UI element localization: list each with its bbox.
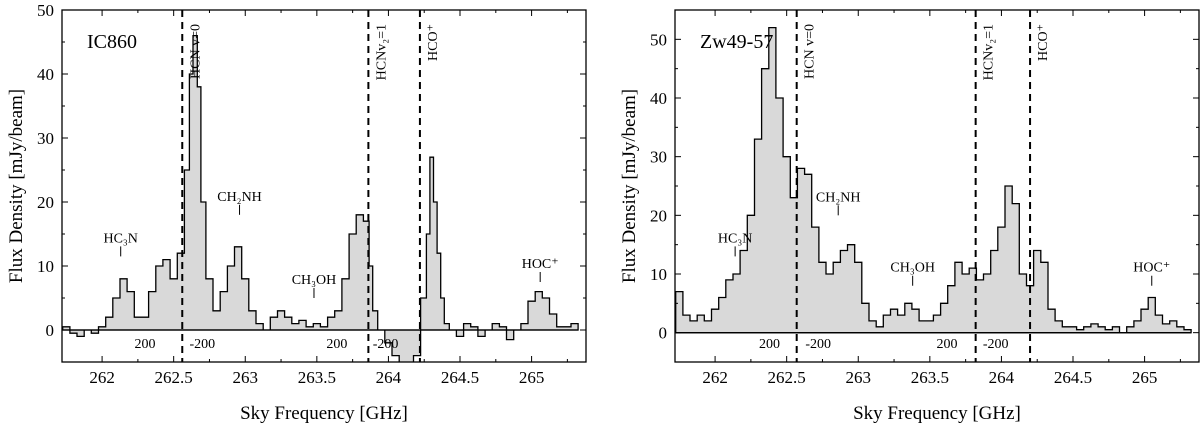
line-label: CH₂NH [217, 190, 262, 205]
velocity-label: -200 [983, 337, 1009, 352]
panel-1: 262 262.5 263 263.5 264 264.5 265 0 10 20 30 40 50 Sk… [619, 9, 1200, 424]
panel-title: Zw49-57 [700, 31, 773, 53]
velocity-label: 200 [135, 337, 156, 352]
y-tick-label: 10 [650, 265, 667, 284]
panel-title: IC860 [87, 31, 137, 53]
line-label: HOC⁺ [522, 257, 559, 272]
x-tick-label: 264 [376, 368, 402, 387]
y-tick-label: 0 [659, 324, 668, 343]
velocity-label: -200 [189, 337, 215, 352]
x-tick-label: 263.5 [911, 368, 949, 387]
spectrum-series [62, 34, 579, 362]
y-tick-label: 50 [37, 1, 54, 20]
y-tick-label: 20 [37, 193, 54, 212]
panel-0: 262 262.5 263 263.5 264 264.5 265 0 10 20 30 40 50 Sk… [6, 1, 587, 424]
x-tick-label: 265 [519, 368, 545, 387]
x-tick-label: 262 [89, 368, 115, 387]
y-tick-label: 0 [46, 321, 55, 340]
vertical-line-label: HCN v=0 [803, 24, 818, 79]
y-axis-label: Flux Density [mJy/beam] [6, 89, 27, 283]
line-label: CH₃OH [292, 273, 337, 288]
y-tick-label: 50 [650, 30, 667, 49]
vertical-line-label: HCN v=0 [188, 24, 203, 79]
vertical-line-label: HCO⁺ [1036, 24, 1051, 61]
x-axis-label: Sky Frequency [GHz] [853, 403, 1021, 424]
y-tick-label: 30 [650, 148, 667, 167]
x-tick-label: 262.5 [155, 368, 193, 387]
velocity-label: -200 [373, 337, 399, 352]
x-tick-label: 263.5 [298, 368, 336, 387]
x-tick-label: 263 [846, 368, 872, 387]
x-axis-label: Sky Frequency [GHz] [240, 403, 408, 424]
x-tick-label: 262.5 [768, 368, 806, 387]
y-tick-label: 10 [37, 257, 54, 276]
x-tick-label: 265 [1132, 368, 1158, 387]
plot-area [675, 10, 1192, 362]
velocity-label: 200 [326, 337, 347, 352]
x-tick-label: 262 [702, 368, 728, 387]
y-tick-label: 20 [650, 206, 667, 225]
velocity-label: 200 [937, 337, 958, 352]
y-tick-label: 30 [37, 129, 54, 148]
line-label: CH₂NH [816, 190, 861, 205]
line-label: CH₃OH [890, 261, 935, 276]
x-tick-label: 264.5 [1054, 368, 1092, 387]
line-label: HC₃N [103, 231, 137, 246]
line-label: HC₃N [718, 231, 752, 246]
velocity-label: -200 [805, 337, 831, 352]
vertical-line-label: HCO⁺ [426, 24, 441, 61]
plot-area [62, 10, 579, 362]
axes-frame [61, 9, 587, 363]
y-axis-label: Flux Density [mJy/beam] [619, 89, 640, 283]
vertical-line-label: HCNv₂=1 [982, 24, 997, 80]
y-tick-label: 40 [650, 89, 667, 108]
vertical-line-label: HCNv₂=1 [374, 24, 389, 80]
x-tick-label: 264 [989, 368, 1015, 387]
velocity-label: 200 [759, 337, 780, 352]
line-label: HOC⁺ [1133, 261, 1170, 276]
y-tick-label: 40 [37, 65, 54, 84]
spectrum-series [675, 26, 1192, 334]
x-tick-label: 264.5 [441, 368, 479, 387]
x-tick-label: 263 [233, 368, 259, 387]
